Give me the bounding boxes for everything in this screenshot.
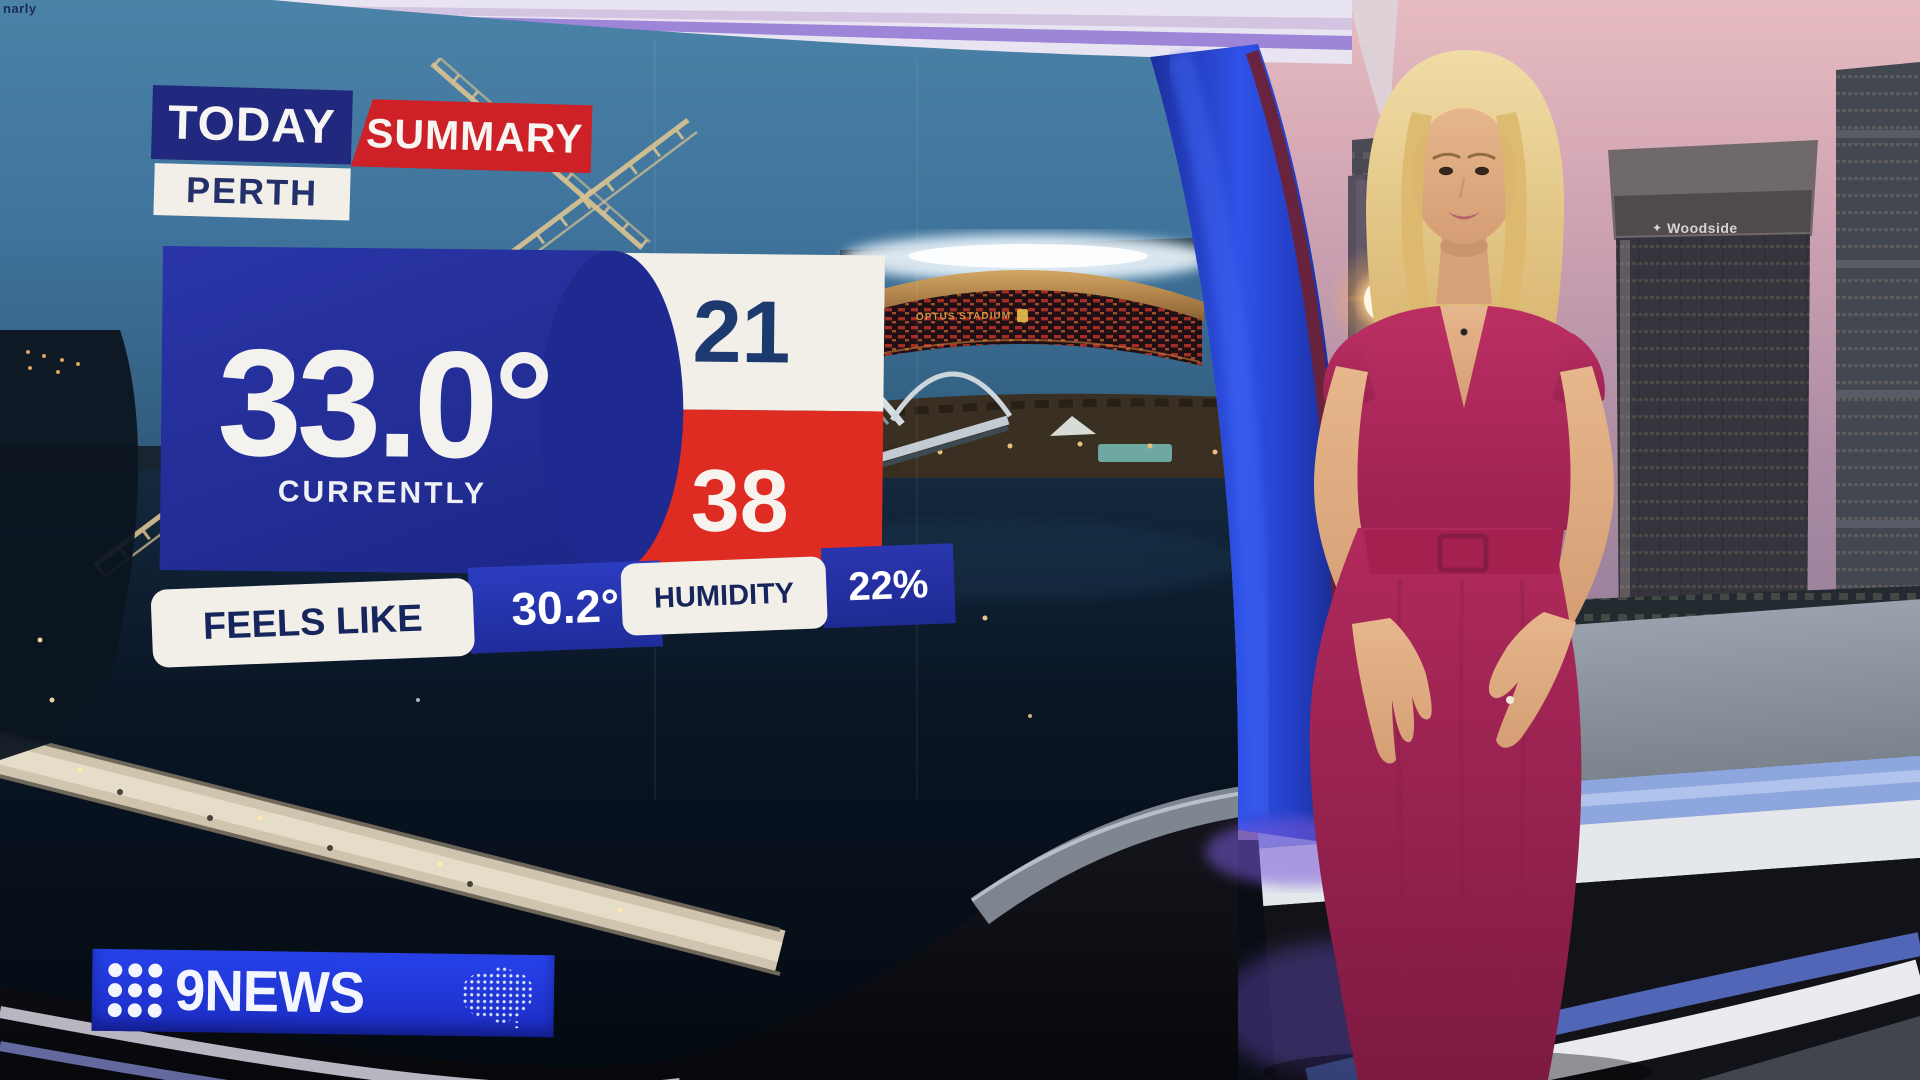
australia-map-icon: [461, 966, 534, 1029]
stadium-sign-icon: [1016, 309, 1029, 323]
humidity-label: HUMIDITY: [620, 556, 828, 636]
studio-floor: [0, 785, 1253, 1080]
watermark: narly: [3, 1, 37, 16]
ceiling: [268, 0, 1352, 64]
current-temp: 33.0°: [216, 317, 551, 492]
lit-walkway: [0, 720, 786, 976]
woodside-logo-icon: ✦: [1652, 221, 1663, 235]
weather-title: TODAY: [150, 85, 353, 165]
tower-sign: ✦ Woodside: [1652, 220, 1738, 236]
weather-panel: 21 38 33.0° CURRENTLY: [159, 246, 885, 594]
stadium-sign-text: OPTUS STADIUM: [915, 310, 1012, 323]
presenter-dress-skirt: [1309, 528, 1582, 1080]
presenter-right-hand: [1488, 612, 1576, 748]
presenter-left-hand: [1352, 618, 1432, 764]
presenter-dress-bodice: [1344, 306, 1584, 530]
wall-edge-band: [1150, 0, 1398, 886]
humidity-value: 22%: [820, 543, 956, 629]
weather-subtitle: SUMMARY: [351, 99, 593, 174]
stadium-sign: OPTUS STADIUM: [915, 309, 1029, 324]
ring: [1506, 696, 1514, 704]
presenter: [1263, 50, 1653, 1080]
weather-location: PERTH: [153, 163, 351, 221]
lapel-mic: [1460, 328, 1468, 336]
left-shore: [0, 330, 139, 760]
nine-news-banner: 9NEWS: [91, 948, 555, 1038]
feels-like-label: FEELS LIKE: [150, 577, 476, 668]
tower-sign-text: Woodside: [1667, 220, 1738, 236]
broadcaster-logo-text: 9NEWS: [174, 957, 365, 1026]
optus-stadium: [843, 234, 1213, 366]
current-temp-label: CURRENTLY: [277, 475, 488, 511]
presenter-face: [1411, 108, 1517, 244]
nine-dots-icon: [107, 963, 163, 1018]
belt-buckle: [1437, 533, 1489, 573]
